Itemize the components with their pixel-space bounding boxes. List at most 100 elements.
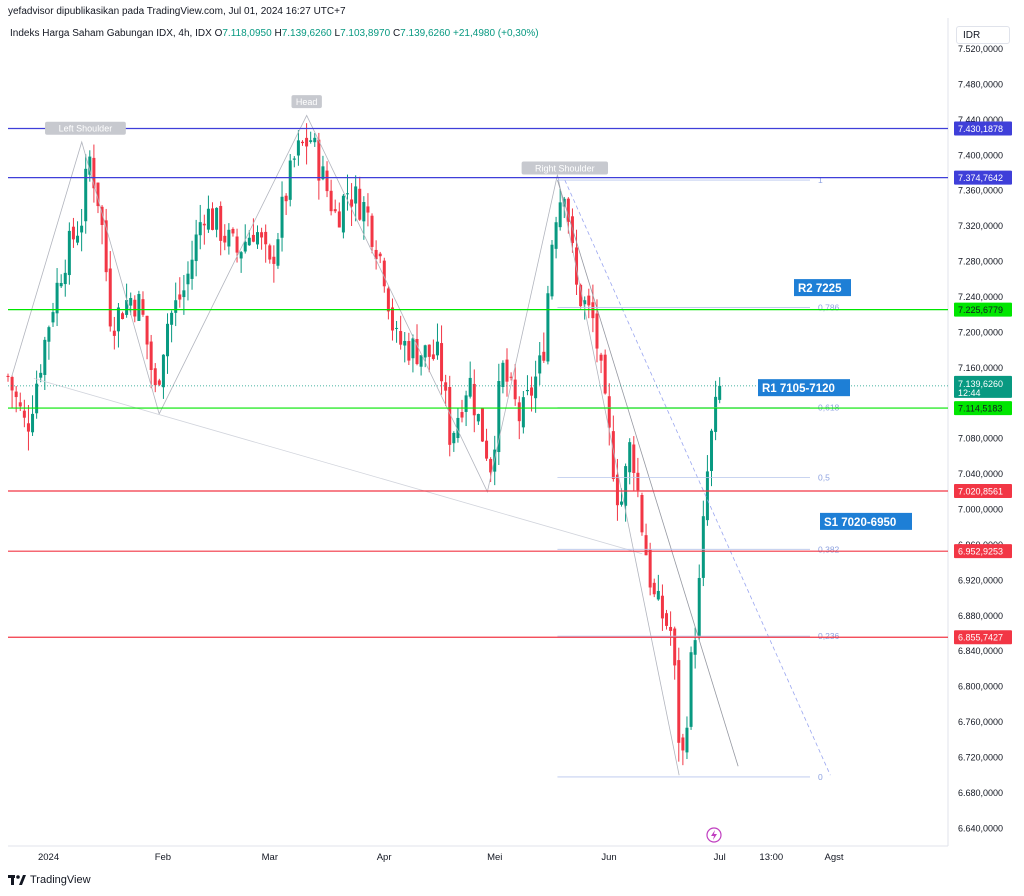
candle-body (251, 234, 255, 242)
candle-body (153, 368, 157, 386)
candle-body (566, 198, 570, 222)
y-tick-label: 7.320,0000 (958, 221, 1003, 231)
candle-body (652, 582, 656, 595)
candle-body (407, 341, 411, 361)
y-tick-label: 6.680,0000 (958, 788, 1003, 798)
candle-body (587, 295, 591, 306)
candle-body (435, 341, 439, 356)
candle-body (26, 423, 30, 432)
zone-label-text: R1 7105-7120 (762, 383, 835, 395)
candle-body (701, 516, 705, 578)
pattern-label-text: Head (296, 97, 318, 107)
candle-body (464, 395, 468, 412)
level-badge (954, 484, 1012, 499)
candle-body (648, 549, 652, 588)
level-badge (954, 544, 1012, 559)
level-badge-text: 7.020,8561 (958, 487, 1003, 497)
level-badge (954, 302, 1012, 317)
candle-body (444, 382, 448, 391)
pattern-label-box (521, 161, 609, 175)
candle-body (685, 727, 689, 753)
ohlc-legend: Indeks Harga Saham Gabungan IDX, 4h, IDX… (10, 28, 539, 39)
symbol-title: Indeks Harga Saham Gabungan IDX, 4h, IDX (10, 28, 212, 39)
candle-body (137, 294, 141, 321)
candle-body (313, 137, 317, 143)
candle-body (693, 640, 697, 655)
candle-body (100, 206, 104, 225)
candle-body (104, 220, 108, 273)
candle-body (300, 141, 304, 144)
currency-selector[interactable]: IDR (956, 26, 1010, 44)
candle-body (63, 272, 67, 285)
candle-body (399, 331, 403, 345)
candle-body (374, 249, 378, 260)
candle-body (419, 355, 423, 367)
y-tick-label: 7.040,0000 (958, 469, 1003, 479)
candle-body (18, 402, 22, 407)
candle-body (575, 247, 579, 285)
candle-body (51, 312, 55, 323)
candle-body (513, 379, 517, 400)
candle-body (219, 205, 223, 241)
candle-body (92, 157, 96, 189)
open-label: O (214, 28, 223, 39)
candle-body (517, 402, 521, 422)
candle-body (59, 282, 63, 287)
candle-body (607, 396, 611, 428)
y-tick-label: 7.080,0000 (958, 434, 1003, 444)
candle-body (345, 193, 349, 195)
candle-body (665, 613, 669, 626)
candle-body (497, 380, 501, 453)
candle-body (108, 268, 112, 327)
neckline (33, 378, 643, 555)
candle-body (178, 294, 182, 300)
candle-body (427, 344, 431, 357)
candle-body (255, 232, 259, 245)
candle-body (689, 652, 693, 727)
candle-body (681, 737, 685, 751)
candle-body (599, 354, 603, 361)
fib-label: 0,5 (818, 473, 830, 483)
open-value: 7.118,0950 (222, 28, 272, 39)
candle-body (485, 440, 489, 459)
y-tick-label: 7.480,0000 (958, 79, 1003, 89)
candle-body (714, 396, 718, 432)
candle-body (603, 354, 607, 394)
zone-label-box (758, 379, 850, 397)
last-price-text: 7.139,6260 (958, 379, 1003, 389)
candle-body (211, 208, 215, 230)
candle-body (247, 237, 251, 246)
pattern-label-box (291, 95, 322, 109)
candle-body (125, 300, 129, 315)
level-badge-text: 7.225,6779 (958, 305, 1003, 315)
x-tick-label: 13:00 (759, 852, 783, 863)
x-tick-label: Apr (377, 852, 392, 863)
candle-body (710, 430, 714, 471)
candle-body (554, 222, 558, 249)
candle-body (538, 355, 542, 374)
candle-body (480, 407, 484, 442)
level-badge (954, 170, 1012, 185)
candle-body (264, 231, 268, 245)
candle-body (186, 273, 190, 285)
level-badge-text: 6.855,7427 (958, 633, 1003, 643)
candle-body (509, 376, 513, 378)
candle-body (157, 380, 161, 385)
trend-line (557, 179, 739, 767)
candle-body (14, 391, 18, 398)
candle-body (354, 186, 358, 204)
candle-body (677, 660, 681, 743)
fib-label: 0,236 (818, 631, 840, 641)
candle-body (329, 190, 333, 212)
level-badge-text: 7.114,5183 (958, 404, 1002, 414)
candle-body (141, 299, 145, 315)
x-tick-label: Mei (487, 852, 502, 863)
y-tick-label: 6.640,0000 (958, 823, 1003, 833)
close-value: 7.139,6260 (400, 28, 451, 39)
candle-body (579, 284, 583, 307)
candle-body (206, 208, 210, 230)
candle-body (280, 196, 284, 238)
candle-body (305, 137, 309, 147)
x-tick-label: Feb (155, 852, 171, 863)
